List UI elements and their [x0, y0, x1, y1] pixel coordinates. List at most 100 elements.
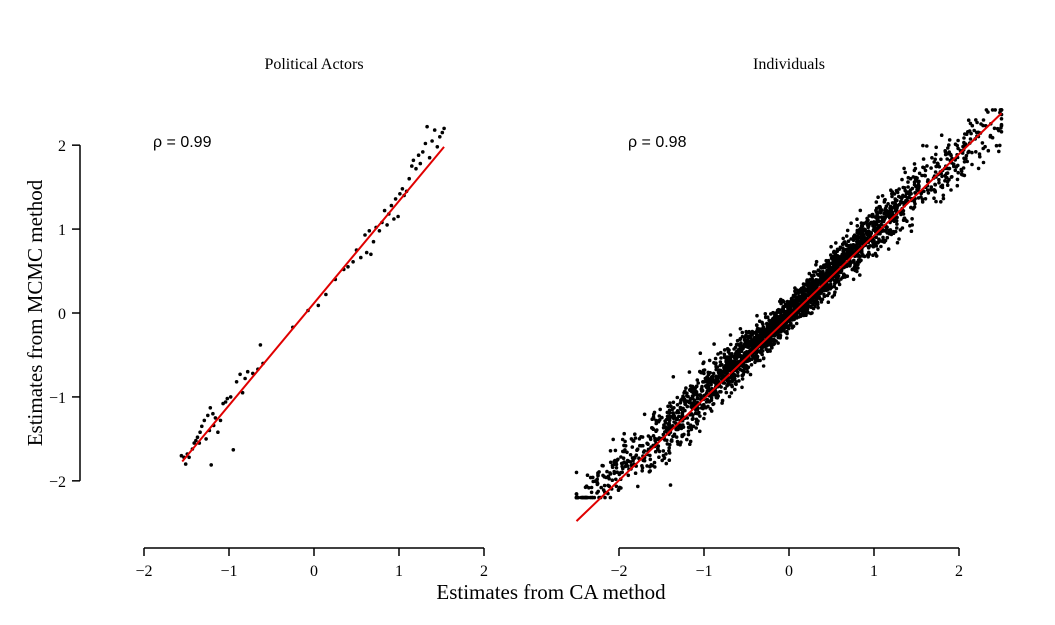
data-point [909, 205, 913, 210]
data-point [600, 463, 604, 468]
data-point [730, 359, 734, 364]
data-point [883, 211, 887, 215]
data-point [807, 278, 812, 282]
data-point [999, 126, 1003, 130]
data-point [654, 421, 659, 426]
data-point [763, 312, 768, 316]
data-point [895, 240, 900, 245]
data-point [738, 367, 743, 372]
data-point [729, 366, 733, 371]
data-point [621, 461, 626, 465]
data-point [593, 479, 598, 484]
data-point [858, 273, 862, 277]
data-point [781, 305, 785, 309]
data-point [661, 453, 666, 458]
data-point [753, 360, 757, 365]
data-point [716, 352, 720, 356]
data-point [841, 236, 845, 241]
data-point [916, 183, 921, 187]
data-point [925, 188, 930, 192]
data-point [423, 141, 428, 146]
panel-title: Individuals [753, 56, 825, 73]
data-point [671, 375, 676, 379]
data-point [786, 324, 790, 328]
fit-line [181, 146, 445, 463]
data-point [588, 475, 593, 480]
data-point [881, 238, 886, 242]
data-point [966, 118, 971, 122]
data-point [847, 251, 852, 256]
data-point [806, 310, 810, 315]
data-point [906, 175, 911, 180]
data-point [814, 259, 819, 264]
data-point [630, 445, 635, 449]
data-point [599, 485, 603, 490]
data-point [678, 401, 683, 405]
data-point [725, 347, 730, 351]
data-point [819, 300, 824, 304]
data-point [876, 247, 880, 252]
data-point [768, 349, 772, 353]
data-point [981, 146, 985, 151]
data-point [837, 254, 841, 259]
data-point [900, 177, 904, 182]
data-point [920, 197, 925, 201]
data-point [943, 150, 948, 154]
data-point [407, 176, 412, 181]
data-point [440, 130, 445, 135]
data-point [934, 152, 938, 157]
data-point [707, 358, 712, 363]
data-point [605, 469, 609, 474]
data-point [218, 418, 223, 423]
y-tick-label: −1 [49, 390, 66, 407]
data-point [636, 484, 640, 489]
data-point [885, 235, 890, 240]
data-point [858, 239, 862, 244]
data-point [752, 355, 757, 360]
data-point [913, 202, 917, 206]
data-point [837, 261, 842, 265]
data-point [855, 246, 859, 251]
data-point [389, 203, 394, 208]
data-point [633, 436, 638, 440]
data-point [833, 274, 837, 279]
data-point [970, 162, 974, 167]
data-point [998, 143, 1002, 148]
data-point [742, 353, 746, 358]
data-point [882, 200, 887, 204]
data-point [891, 229, 896, 234]
data-point [701, 368, 706, 373]
data-point [789, 296, 794, 301]
data-point [778, 330, 783, 334]
data-point [607, 484, 611, 489]
data-point [700, 389, 704, 393]
data-point [902, 186, 907, 190]
data-point [965, 159, 969, 164]
data-point [939, 157, 943, 162]
data-point [915, 188, 919, 192]
data-point [843, 240, 847, 244]
data-point [715, 365, 720, 369]
data-point [704, 405, 708, 410]
data-point [885, 231, 889, 235]
data-point [613, 448, 618, 453]
data-point [668, 442, 672, 447]
data-point [772, 333, 777, 338]
data-point [675, 409, 680, 413]
data-point [714, 394, 719, 398]
data-point [832, 256, 836, 261]
data-point [696, 381, 700, 385]
data-point [228, 395, 233, 399]
data-point [612, 469, 616, 474]
data-point [929, 187, 933, 192]
x-tick-label: −1 [695, 563, 712, 580]
data-point [855, 235, 860, 239]
data-point [905, 219, 909, 223]
data-point [926, 191, 931, 195]
data-point [883, 206, 888, 211]
data-point [845, 253, 849, 258]
data-point [202, 418, 207, 423]
panel-individuals: Individuals ρ = 0.98 −2 −1 0 1 2 [574, 56, 1004, 580]
data-point [910, 223, 914, 227]
data-point [195, 435, 200, 440]
